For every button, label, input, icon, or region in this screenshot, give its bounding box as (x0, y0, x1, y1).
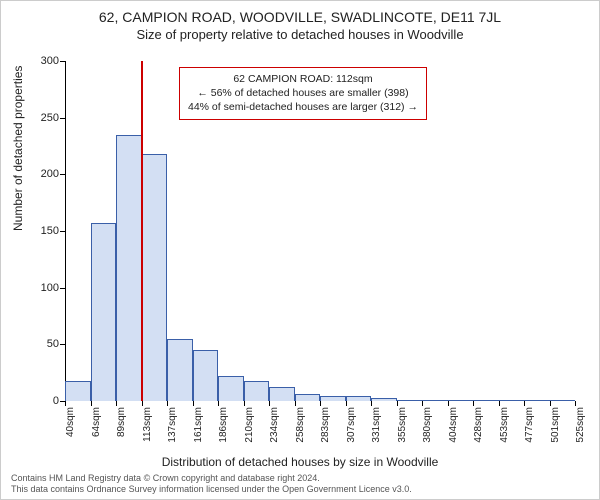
x-tick-label: 404sqm (448, 407, 459, 443)
x-axis-label: Distribution of detached houses by size … (1, 455, 599, 469)
x-tick-label: 453sqm (499, 407, 510, 443)
x-tick-mark (269, 401, 270, 406)
x-tick-label: 477sqm (524, 407, 535, 443)
x-tick-mark (193, 401, 194, 406)
x-tick-mark (295, 401, 296, 406)
x-tick-label: 428sqm (473, 407, 484, 443)
histogram-bar (65, 381, 91, 401)
histogram-bar (397, 400, 423, 401)
histogram-bar (167, 339, 193, 401)
histogram-bar (422, 400, 448, 401)
x-tick-label: 355sqm (397, 407, 408, 443)
plot-area: 05010015020025030040sqm64sqm89sqm113sqm1… (65, 61, 575, 401)
x-tick-mark (550, 401, 551, 406)
x-tick-mark (244, 401, 245, 406)
x-tick-mark (422, 401, 423, 406)
title-line-2: Size of property relative to detached ho… (11, 27, 589, 42)
x-tick-label: 161sqm (193, 407, 204, 443)
x-tick-label: 64sqm (91, 407, 102, 437)
footer-line-1: Contains HM Land Registry data © Crown c… (11, 473, 589, 484)
callout-box: 62 CAMPION ROAD: 112sqm← 56% of detached… (179, 67, 427, 120)
histogram-bar (320, 396, 346, 401)
x-tick-label: 40sqm (65, 407, 76, 437)
histogram-bar (142, 154, 168, 401)
y-tick-mark (60, 288, 65, 289)
x-tick-label: 283sqm (320, 407, 331, 443)
x-tick-mark (142, 401, 143, 406)
x-tick-label: 234sqm (269, 407, 280, 443)
y-tick-mark (60, 231, 65, 232)
histogram-bar (269, 387, 295, 401)
x-tick-mark (499, 401, 500, 406)
x-tick-mark (167, 401, 168, 406)
x-tick-mark (473, 401, 474, 406)
x-tick-label: 331sqm (371, 407, 382, 443)
x-tick-label: 89sqm (116, 407, 127, 437)
x-tick-mark (218, 401, 219, 406)
y-axis-label: Number of detached properties (11, 66, 25, 231)
histogram-bar (371, 398, 397, 401)
callout-line1: 62 CAMPION ROAD: 112sqm (188, 72, 418, 86)
figure: 62, CAMPION ROAD, WOODVILLE, SWADLINCOTE… (0, 0, 600, 500)
x-tick-label: 380sqm (422, 407, 433, 443)
histogram-bar (346, 396, 372, 401)
x-tick-mark (397, 401, 398, 406)
x-tick-label: 525sqm (575, 407, 586, 443)
histogram-bar (91, 223, 117, 401)
y-tick-mark (60, 344, 65, 345)
x-tick-mark (371, 401, 372, 406)
x-tick-label: 501sqm (550, 407, 561, 443)
x-tick-mark (346, 401, 347, 406)
x-tick-label: 210sqm (244, 407, 255, 443)
x-tick-mark (448, 401, 449, 406)
x-tick-mark (65, 401, 66, 406)
histogram-bar (473, 400, 499, 401)
x-tick-mark (116, 401, 117, 406)
histogram-bar (295, 394, 321, 401)
histogram-bar (218, 376, 244, 401)
x-tick-label: 258sqm (295, 407, 306, 443)
y-tick-mark (60, 118, 65, 119)
subject-marker-line (141, 61, 143, 401)
histogram-bar (550, 400, 576, 401)
histogram-bar (524, 400, 550, 401)
callout-line2: ← 56% of detached houses are smaller (39… (188, 86, 418, 100)
footer-line-2: This data contains Ordnance Survey infor… (11, 484, 589, 495)
x-tick-label: 186sqm (218, 407, 229, 443)
y-axis-line (65, 61, 66, 401)
x-tick-mark (91, 401, 92, 406)
callout-line3: 44% of semi-detached houses are larger (… (188, 100, 418, 114)
x-tick-mark (575, 401, 576, 406)
histogram-bar (499, 400, 525, 401)
x-tick-mark (524, 401, 525, 406)
histogram-bar (116, 135, 142, 401)
histogram-bar (244, 381, 270, 401)
x-tick-label: 113sqm (142, 407, 153, 442)
title-line-1: 62, CAMPION ROAD, WOODVILLE, SWADLINCOTE… (11, 9, 589, 25)
x-tick-label: 137sqm (167, 407, 178, 443)
histogram-bar (193, 350, 219, 401)
y-tick-mark (60, 174, 65, 175)
x-tick-mark (320, 401, 321, 406)
y-tick-mark (60, 61, 65, 62)
histogram-bar (448, 400, 474, 401)
x-tick-label: 307sqm (346, 407, 357, 443)
footer: Contains HM Land Registry data © Crown c… (11, 473, 589, 496)
